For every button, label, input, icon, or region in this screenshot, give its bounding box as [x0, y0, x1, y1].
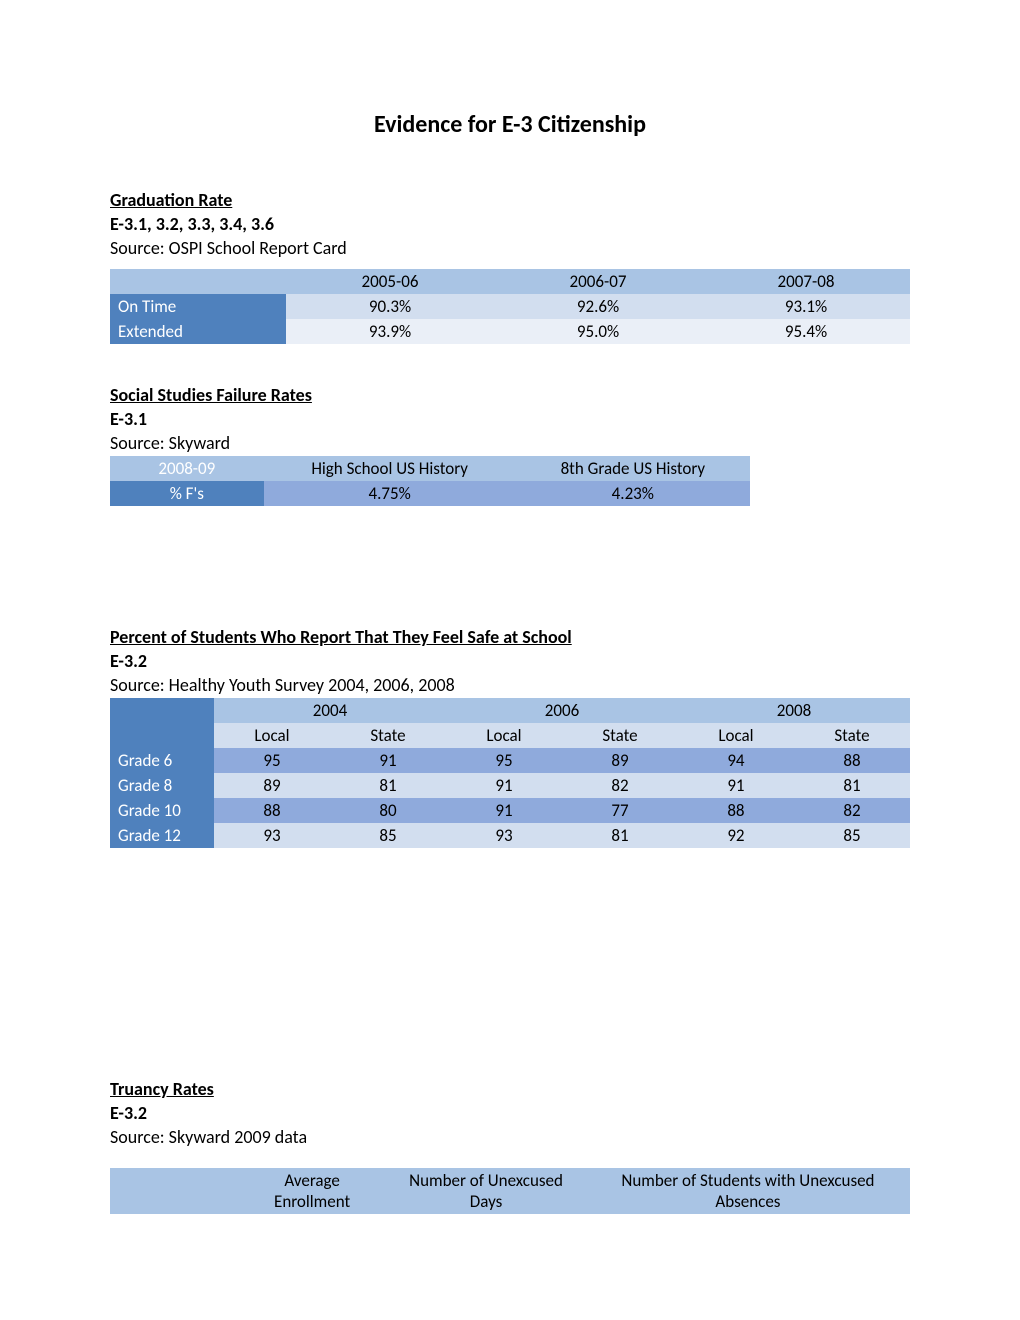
- table-cell: 80: [330, 798, 446, 823]
- row-label: Grade 6: [110, 748, 214, 773]
- page-title: Evidence for E-3 Citizenship: [110, 110, 910, 139]
- table-cell: 92: [678, 823, 794, 848]
- table-header: 2008: [678, 698, 910, 723]
- table-cell: 81: [330, 773, 446, 798]
- table-subheader: State: [562, 723, 678, 748]
- row-label: On Time: [110, 294, 286, 319]
- table-cell: 81: [794, 773, 910, 798]
- table-cell: 95: [446, 748, 562, 773]
- table-cell: 91: [446, 798, 562, 823]
- heading-graduation: Graduation Rate: [110, 189, 910, 211]
- table-header: Number of Unexcused Days: [386, 1168, 586, 1214]
- table-subheader: Local: [214, 723, 330, 748]
- subheading-truancy: E-3.2: [110, 1102, 910, 1124]
- row-label: % F's: [110, 481, 264, 506]
- table-truancy: Average Enrollment Number of Unexcused D…: [110, 1168, 910, 1214]
- table-cell: 85: [330, 823, 446, 848]
- source-truancy: Source: Skyward 2009 data: [110, 1126, 910, 1148]
- heading-social: Social Studies Failure Rates: [110, 384, 910, 406]
- table-cell: 77: [562, 798, 678, 823]
- table-header: 2008-09: [110, 456, 264, 481]
- subheading-graduation: E-3.1, 3.2, 3.3, 3.4, 3.6: [110, 213, 910, 235]
- table-header: 2007-08: [702, 269, 910, 294]
- table-cell: 88: [214, 798, 330, 823]
- table-cell: 88: [678, 798, 794, 823]
- section-graduation: Graduation Rate E-3.1, 3.2, 3.3, 3.4, 3.…: [110, 189, 910, 344]
- table-cell: 81: [562, 823, 678, 848]
- table-header: 2005-06: [286, 269, 494, 294]
- heading-truancy: Truancy Rates: [110, 1078, 910, 1100]
- row-label: Grade 12: [110, 823, 214, 848]
- table-cell: 95: [214, 748, 330, 773]
- subheading-social: E-3.1: [110, 408, 910, 430]
- table-cell: 88: [794, 748, 910, 773]
- table-subheader: Local: [678, 723, 794, 748]
- table-header: 8th Grade US History: [516, 456, 750, 481]
- subheading-safe: E-3.2: [110, 650, 910, 672]
- table-header: 2006-07: [494, 269, 702, 294]
- table-cell: 91: [678, 773, 794, 798]
- table-cell: 93.9%: [286, 319, 494, 344]
- table-social: 2008-09 High School US History 8th Grade…: [110, 456, 750, 506]
- table-cell: 85: [794, 823, 910, 848]
- row-label: Grade 8: [110, 773, 214, 798]
- table-cell: 91: [446, 773, 562, 798]
- source-safe: Source: Healthy Youth Survey 2004, 2006,…: [110, 674, 910, 696]
- document-page: Evidence for E-3 Citizenship Graduation …: [0, 0, 1020, 1274]
- table-cell: 94: [678, 748, 794, 773]
- source-graduation: Source: OSPI School Report Card: [110, 237, 910, 259]
- table-cell: 95.0%: [494, 319, 702, 344]
- table-cell: 95.4%: [702, 319, 910, 344]
- section-safe: Percent of Students Who Report That They…: [110, 626, 910, 848]
- table-header: Average Enrollment: [238, 1168, 386, 1214]
- table-safe: 2004 2006 2008 Local State Local State L…: [110, 698, 910, 848]
- table-cell: 93: [214, 823, 330, 848]
- table-cell: 91: [330, 748, 446, 773]
- table-header: 2006: [446, 698, 678, 723]
- table-header: Number of Students with Unexcused Absenc…: [586, 1168, 910, 1214]
- section-truancy: Truancy Rates E-3.2 Source: Skyward 2009…: [110, 1078, 910, 1214]
- table-subheader: Local: [446, 723, 562, 748]
- section-social: Social Studies Failure Rates E-3.1 Sourc…: [110, 384, 910, 506]
- table-cell: 89: [562, 748, 678, 773]
- row-label: Extended: [110, 319, 286, 344]
- table-subheader: State: [330, 723, 446, 748]
- table-cell: 89: [214, 773, 330, 798]
- heading-safe: Percent of Students Who Report That They…: [110, 626, 910, 648]
- table-cell: 82: [562, 773, 678, 798]
- table-header: 2004: [214, 698, 446, 723]
- row-label: Grade 10: [110, 798, 214, 823]
- table-cell: 93.1%: [702, 294, 910, 319]
- source-social: Source: Skyward: [110, 432, 910, 454]
- table-subheader: State: [794, 723, 910, 748]
- table-cell: 93: [446, 823, 562, 848]
- table-cell: 82: [794, 798, 910, 823]
- table-cell: 92.6%: [494, 294, 702, 319]
- table-cell: 90.3%: [286, 294, 494, 319]
- table-header: High School US History: [264, 456, 516, 481]
- table-graduation: 2005-06 2006-07 2007-08 On Time 90.3% 92…: [110, 269, 910, 344]
- table-cell: 4.23%: [516, 481, 750, 506]
- table-cell: 4.75%: [264, 481, 516, 506]
